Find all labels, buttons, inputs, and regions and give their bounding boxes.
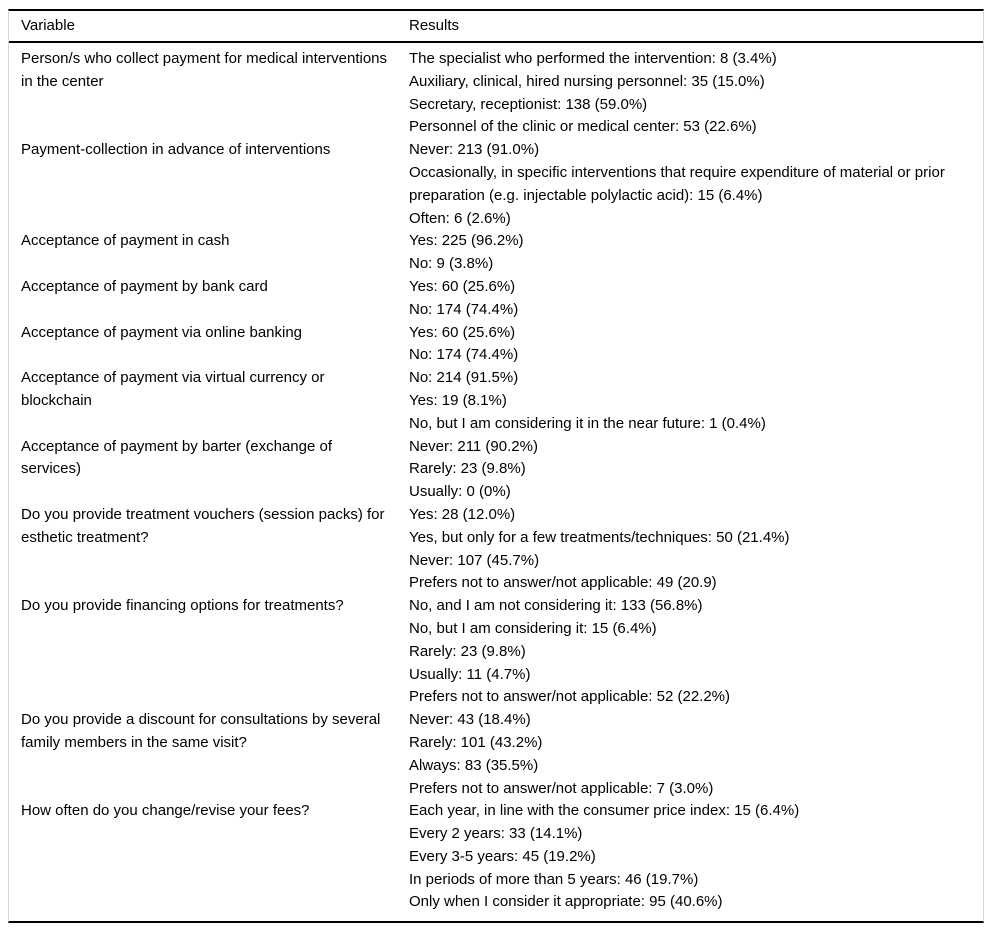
result-line: Rarely: 23 (9.8%) [409,460,526,478]
result-line: No: 174 (74.4%) [409,346,519,364]
result-line: Occasionally, in specific interventions … [409,163,945,204]
variable-cell: Acceptance of payment via online banking [21,323,303,341]
result-line: Every 2 years: 33 (14.1%) [409,825,583,843]
result-line: No, and I am not considering it: 133 (56… [409,597,703,615]
results-cell: Never: 211 (90.2%) Rarely: 23 (9.8%) Usual… [409,436,983,504]
results-cell: Each year, in line with the consumer pri… [409,800,983,914]
result-line: Always: 83 (35.5%) [409,756,539,774]
table-row: Do you provide financing options for tre… [9,595,983,709]
result-line: Usually: 11 (4.7%) [409,665,531,683]
column-header-variable: Variable [21,17,75,34]
results-cell: Yes: 60 (25.6%) No: 174 (74.4%) [409,322,983,368]
variable-cell: Acceptance of payment by barter (exchang… [21,437,333,478]
variable-cell: Acceptance of payment via virtual curren… [21,369,325,409]
column-header-results: Results [409,17,460,34]
result-line: Secretary, receptionist: 138 (59.0%) [409,95,648,113]
result-line: Yes: 19 (8.1%) [409,391,507,409]
table-row: Acceptance of payment by bank card Yes: 6… [9,276,983,322]
result-line: Never: 211 (90.2%) [409,437,538,455]
results-cell: The specialist who performed the interve… [409,48,983,139]
results-cell: Yes: 225 (96.2%) No: 9 (3.8%) [409,230,983,276]
results-cell: Never: 43 (18.4%) Rarely: 101 (43.2%) Alwa… [409,709,983,800]
table-header-row: Variable Results [9,11,983,43]
result-line: Personnel of the clinic or medical cente… [409,118,757,136]
result-line: Only when I consider it appropriate: 95 … [409,893,723,911]
table-row: How often do you change/revise your fees… [9,800,983,914]
result-line: Yes: 60 (25.6%) [409,277,516,295]
variable-cell: Do you provide financing options for tre… [21,597,344,615]
result-line: Never: 107 (45.7%) [409,551,540,569]
results-cell: No, and I am not considering it: 133 (56… [409,595,983,709]
results-cell: Yes: 60 (25.6%) No: 174 (74.4%) [409,276,983,322]
result-line: Usually: 0 (0%) [409,483,511,501]
table-row: Do you provide a discount for consultati… [9,709,983,800]
variable-cell: Person/s who collect payment for medical… [21,50,388,90]
table-row: Person/s who collect payment for medical… [9,48,983,139]
variable-cell: Payment-collection in advance of interve… [21,141,331,159]
result-line: No, but I am considering it: 15 (6.4%) [409,619,657,637]
variable-cell: Acceptance of payment in cash [21,232,230,250]
result-line: Yes: 225 (96.2%) [409,232,524,250]
result-line: The specialist who performed the interve… [409,50,777,67]
table-row: Acceptance of payment via online banking… [9,322,983,368]
result-line: No: 214 (91.5%) [409,369,519,387]
table-row: Acceptance of payment via virtual curren… [9,367,983,435]
results-table: Variable Results Person/s who collect pa… [8,9,984,924]
table-row: Payment-collection in advance of interve… [9,139,983,230]
variable-cell: Do you provide treatment vouchers (sessi… [21,505,385,546]
result-line: No: 9 (3.8%) [409,255,494,273]
result-line: Prefers not to answer/not applicable: 49… [409,574,717,592]
variable-cell: Do you provide a discount for consultati… [21,711,381,751]
result-line: Never: 43 (18.4%) [409,711,531,729]
result-line: Each year, in line with the consumer pri… [409,802,800,820]
result-line: Never: 213 (91.0%) [409,141,540,159]
results-cell: Never: 213 (91.0%) Occasionally, in speci… [409,139,983,230]
table-row: Acceptance of payment by barter (exchang… [9,436,983,504]
result-line: Prefers not to answer/not applicable: 52… [409,688,731,706]
result-line: Yes: 60 (25.6%) [409,323,516,341]
table-body: Person/s who collect payment for medical… [9,43,983,921]
result-line: Every 3-5 years: 45 (19.2%) [409,847,596,865]
variable-cell: Acceptance of payment by bank card [21,277,268,295]
result-line: No, but I am considering it in the near … [409,414,766,432]
result-line: Often: 6 (2.6%) [409,209,511,227]
results-cell: Yes: 28 (12.0%) Yes, but only for a few t… [409,504,983,595]
result-line: No: 174 (74.4%) [409,300,519,318]
variable-cell: How often do you change/revise your fees… [21,802,310,820]
table-row: Acceptance of payment in cash Yes: 225 (9… [9,230,983,276]
result-line: Yes, but only for a few treatments/techn… [409,528,790,546]
results-cell: No: 214 (91.5%) Yes: 19 (8.1%) No, but I a… [409,367,983,435]
result-line: Rarely: 101 (43.2%) [409,733,543,751]
result-line: Prefers not to answer/not applicable: 7 … [409,779,714,797]
result-line: Rarely: 23 (9.8%) [409,642,526,660]
result-line: In periods of more than 5 years: 46 (19.… [409,870,699,888]
result-line: Yes: 28 (12.0%) [409,505,516,523]
table-row: Do you provide treatment vouchers (sessi… [9,504,983,595]
result-line: Auxiliary, clinical, hired nursing perso… [409,72,765,90]
